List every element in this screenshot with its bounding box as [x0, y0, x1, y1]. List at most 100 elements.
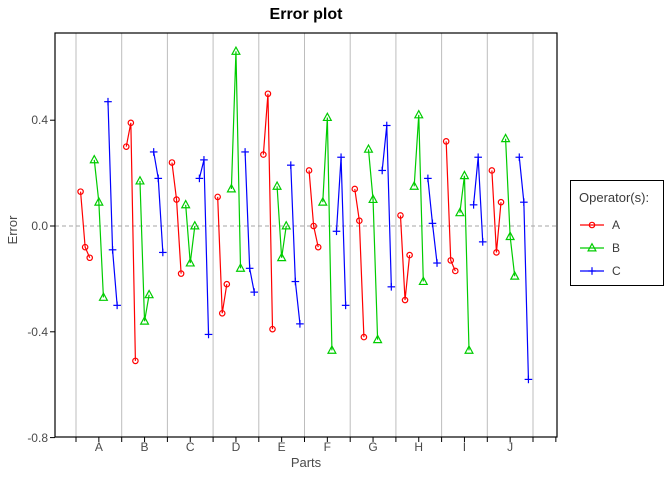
- operator-B-part-segment: [504, 138, 516, 277]
- triangle-marker-icon: [144, 289, 155, 299]
- triangle-marker-icon: [317, 196, 328, 206]
- operator-A-part-segment: [171, 162, 182, 274]
- operator-A-part-segment: [125, 122, 137, 361]
- operator-A-part-segment: [354, 188, 365, 338]
- circle-marker-icon: [122, 143, 130, 150]
- circle-marker-icon: [401, 296, 409, 304]
- x-axis-tick-label: B: [140, 440, 149, 454]
- circle-marker-icon: [260, 151, 267, 158]
- circle-marker-icon: [488, 167, 496, 174]
- circle-marker-icon: [214, 193, 221, 201]
- circle-marker-icon: [168, 159, 176, 166]
- legend-title: Operator(s):: [579, 190, 650, 205]
- triangle-marker-icon: [505, 231, 516, 241]
- x-axis-tick-label: H: [414, 440, 424, 454]
- operator-B-part-segment: [459, 175, 470, 351]
- circle-marker-icon: [447, 257, 455, 264]
- circle-marker-icon: [580, 221, 604, 228]
- operator-B-part-segment: [367, 149, 379, 340]
- triangle-marker-icon: [464, 344, 474, 354]
- operator-C-part-segment: [381, 125, 392, 287]
- triangle-marker-icon: [509, 270, 520, 280]
- y-axis-tick-label: -0.4: [27, 324, 48, 339]
- triangle-marker-icon: [363, 143, 374, 153]
- operator-B-part-segment: [230, 51, 242, 269]
- operator-A-part-segment: [262, 93, 274, 330]
- gridlines: [75, 33, 534, 437]
- x-axis-tick-label: J: [507, 440, 514, 454]
- triangle-marker-icon: [368, 193, 378, 204]
- operator-B-part-segment: [322, 117, 333, 351]
- circle-marker-icon: [310, 222, 317, 230]
- operator-C-part-segment: [198, 159, 210, 335]
- operator-A-part-segment: [445, 141, 456, 272]
- x-axis-tick-label: D: [231, 440, 241, 454]
- triangle-marker-icon: [135, 175, 145, 185]
- circle-marker-icon: [81, 243, 89, 251]
- x-axis-tick-label: F: [323, 440, 332, 454]
- triangle-marker-icon: [500, 133, 511, 143]
- series-operator-B: [89, 45, 520, 354]
- legend-entry-label: A: [612, 217, 621, 232]
- chart-title: Error plot: [269, 6, 343, 23]
- operator-B-part-segment: [185, 204, 196, 264]
- triangle-marker-icon: [226, 183, 237, 193]
- legend-entry-operator-A: A: [579, 213, 621, 236]
- triangle-marker-icon: [327, 344, 337, 354]
- triangle-marker-icon: [139, 315, 150, 325]
- triangle-marker-icon: [372, 334, 383, 344]
- circle-marker-icon: [218, 309, 226, 317]
- triangle-marker-icon: [580, 241, 604, 251]
- x-axis-tick-label: A: [94, 440, 103, 454]
- operator-B-part-segment: [276, 186, 287, 258]
- triangle-marker-icon: [89, 154, 100, 164]
- triangle-marker-icon: [235, 262, 246, 272]
- operator-C-part-segment: [153, 151, 164, 253]
- triangle-marker-icon: [322, 111, 333, 122]
- x-axis-title: Parts: [290, 455, 322, 470]
- circle-marker-icon: [397, 212, 404, 219]
- y-axis-tick-label: 0.4: [31, 113, 48, 128]
- series-operator-C: [104, 97, 533, 384]
- circle-marker-icon: [223, 280, 231, 288]
- operator-A-part-segment: [491, 170, 502, 253]
- plus-marker-icon: [580, 266, 604, 275]
- triangle-marker-icon: [272, 180, 282, 190]
- triangle-marker-icon: [93, 196, 104, 206]
- triangle-marker-icon: [98, 291, 109, 301]
- circle-marker-icon: [497, 198, 505, 206]
- circle-marker-icon: [442, 138, 450, 145]
- operator-B-part-segment: [93, 159, 105, 298]
- series-operator-A: [77, 90, 505, 365]
- triangle-marker-icon: [180, 199, 191, 209]
- circle-marker-icon: [173, 196, 180, 203]
- circle-marker-icon: [305, 167, 313, 174]
- triangle-marker-icon: [185, 257, 196, 267]
- legend-entry-label: C: [612, 263, 621, 278]
- y-axis-tick-label: -0.8: [27, 430, 48, 445]
- operator-A-part-segment: [399, 215, 411, 301]
- circle-marker-icon: [452, 267, 459, 275]
- triangle-marker-icon: [276, 252, 287, 262]
- circle-marker-icon: [269, 325, 276, 333]
- operator-A-part-segment: [79, 191, 91, 258]
- circle-marker-icon: [356, 217, 363, 225]
- circle-marker-icon: [132, 357, 139, 365]
- triangle-marker-icon: [413, 109, 424, 119]
- circle-marker-icon: [360, 333, 368, 341]
- x-axis-tick-label: C: [185, 440, 195, 454]
- triangle-marker-icon: [409, 180, 420, 190]
- x-axis-tick-label: E: [277, 440, 286, 454]
- x-axis-tick-label: G: [368, 440, 378, 454]
- triangle-marker-icon: [454, 207, 465, 217]
- legend-entry-operator-C: C: [579, 259, 621, 282]
- circle-marker-icon: [77, 188, 84, 195]
- circle-marker-icon: [127, 119, 135, 127]
- circle-marker-icon: [493, 249, 500, 256]
- operator-B-part-segment: [413, 114, 424, 282]
- y-axis-tick-label: 0.0: [31, 219, 48, 233]
